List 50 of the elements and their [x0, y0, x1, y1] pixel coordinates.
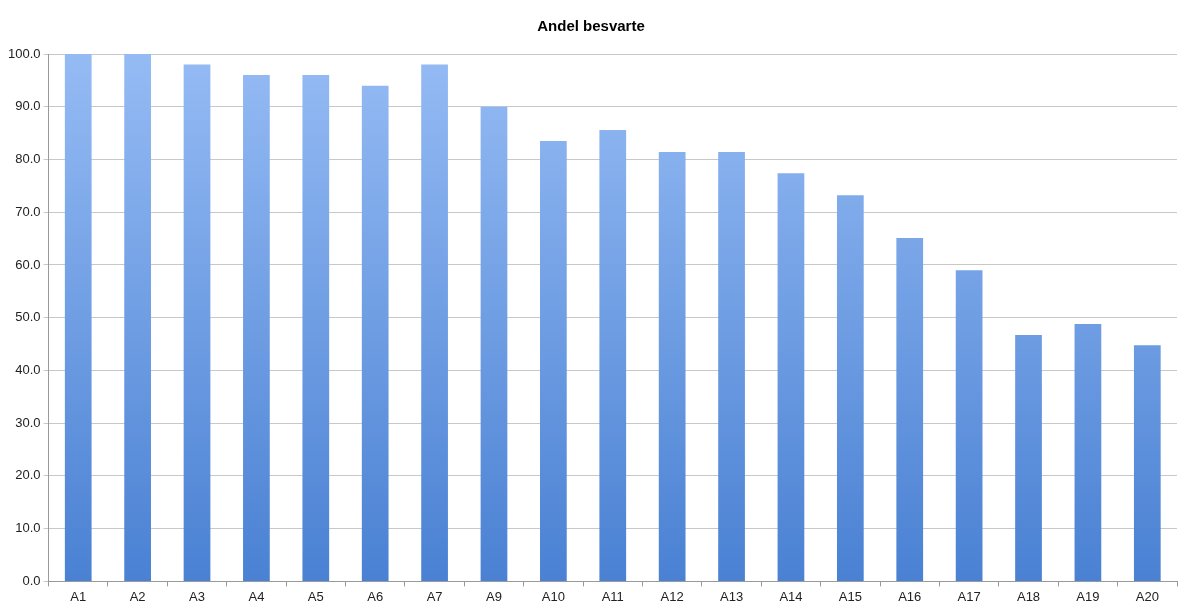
y-tick-label: 50.0 [15, 309, 41, 325]
bar [540, 141, 567, 581]
x-tick-label: A18 [1016, 588, 1041, 604]
bar [1074, 324, 1102, 581]
bar [302, 75, 330, 581]
y-tick-label: 90.0 [15, 98, 41, 114]
x-tick-label: A10 [541, 588, 565, 604]
bar [480, 106, 508, 581]
x-tick-label: A14 [779, 588, 803, 604]
bar [421, 64, 448, 581]
y-tick-label: 100.0 [7, 45, 41, 61]
y-tick-label: 20.0 [15, 467, 41, 483]
bar [124, 54, 151, 581]
x-tick-label: A4 [248, 588, 265, 604]
bar [777, 173, 805, 581]
bar [836, 195, 864, 581]
x-tick-label: A9 [486, 588, 502, 604]
x-tick-label: A13 [719, 588, 744, 604]
bar [64, 54, 92, 581]
y-tick-label: 80.0 [15, 151, 41, 167]
bar [1015, 335, 1042, 581]
y-tick-label: 0.0 [22, 572, 41, 588]
bar [361, 85, 389, 581]
y-tick-label: 30.0 [15, 414, 41, 430]
x-tick-label: A3 [189, 588, 205, 604]
bar [183, 64, 211, 581]
bar [955, 270, 983, 581]
x-tick-label: A6 [367, 588, 384, 604]
bar [599, 129, 627, 581]
x-tick-label: A20 [1135, 588, 1159, 604]
chart-title: Andel besvarte [537, 17, 645, 35]
bar [896, 238, 924, 581]
x-tick-label: A15 [838, 588, 862, 604]
x-tick-label: A12 [660, 588, 684, 604]
y-tick-label: 10.0 [15, 520, 41, 536]
bar [1133, 345, 1161, 581]
x-tick-label: A11 [601, 588, 624, 604]
x-tick-label: A19 [1076, 588, 1100, 604]
x-tick-label: A5 [307, 588, 324, 604]
bar [243, 75, 270, 581]
y-tick-label: 40.0 [15, 362, 41, 378]
bar [658, 152, 686, 581]
y-tick-label: 70.0 [15, 203, 41, 219]
y-tick-label: 60.0 [15, 256, 41, 272]
x-tick-label: A17 [957, 588, 981, 604]
x-tick-label: A1 [70, 588, 87, 604]
x-tick-label: A2 [129, 588, 146, 604]
x-tick-label: A16 [898, 588, 922, 604]
bar [718, 152, 745, 581]
x-tick-label: A7 [426, 588, 443, 604]
